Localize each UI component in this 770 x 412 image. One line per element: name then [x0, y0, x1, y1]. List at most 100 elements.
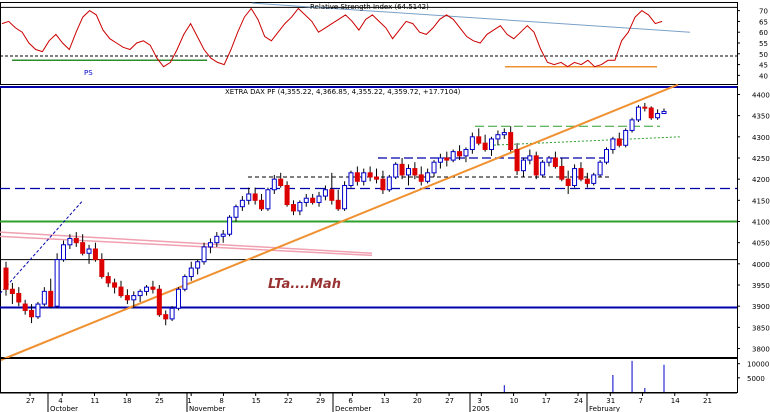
candle-down: [482, 142, 488, 151]
x-tick-label: 27: [26, 397, 35, 405]
candle-down: [399, 163, 405, 176]
price-tick-label: 4400: [752, 91, 770, 99]
rsi-trend-line: [251, 2, 691, 33]
candle-up: [489, 138, 495, 151]
candle-down: [648, 107, 654, 119]
x-tick-label: 20: [413, 397, 422, 405]
candle-up: [520, 159, 526, 172]
x-tick-label: 24: [574, 397, 583, 405]
candle-up: [239, 199, 245, 208]
candle-up: [316, 195, 322, 203]
candle-down: [290, 204, 296, 212]
candle-down: [278, 178, 284, 187]
candle-down: [9, 288, 15, 294]
candle-up: [405, 168, 411, 176]
volume-tick-label: 10000: [747, 361, 769, 369]
candle-down: [329, 189, 335, 201]
x-tick-label: 10: [510, 397, 519, 405]
candle-up: [431, 161, 437, 174]
candle-down: [118, 286, 124, 297]
candle-up: [220, 233, 226, 237]
candle-up: [463, 149, 469, 157]
candle-up: [60, 244, 66, 261]
price-tick-label: 4350: [752, 113, 770, 121]
x-tick-label: 27: [445, 397, 454, 405]
rsi-tick-label: 55: [759, 40, 768, 48]
candle-up: [629, 119, 635, 131]
candle-up: [450, 151, 456, 161]
candle-down: [150, 286, 156, 290]
price-tick-label: 3850: [752, 324, 770, 332]
ps-label: PS: [84, 69, 93, 77]
pink-channel-lower: [0, 235, 373, 257]
candle-down: [584, 178, 590, 184]
candle-up: [41, 290, 47, 305]
candle-down: [533, 155, 539, 176]
candle-down: [552, 157, 558, 167]
x-tick-label: 13: [381, 397, 390, 405]
candle-up: [393, 163, 399, 178]
rsi-tick-label: 70: [759, 8, 768, 16]
month-label: December: [335, 405, 371, 412]
x-tick-label: 31: [606, 397, 615, 405]
candle-up: [297, 201, 303, 212]
candle-up: [469, 136, 475, 151]
candle-down: [73, 237, 79, 244]
candle-down: [92, 248, 98, 261]
candle-up: [303, 197, 309, 203]
candle-up: [386, 176, 392, 191]
candle-up: [342, 185, 348, 210]
candle-down: [112, 282, 118, 288]
price-tick-label: 4100: [752, 219, 770, 227]
candle-up: [207, 242, 213, 248]
month-label: 2005: [472, 405, 490, 412]
candle-up: [322, 189, 328, 197]
candle-down: [22, 303, 28, 311]
candle-down: [476, 136, 482, 144]
rsi-title: Relative Strength Index (64.5142): [310, 3, 429, 11]
candle-down: [616, 138, 622, 146]
rsi-tick-label: 45: [759, 62, 768, 70]
candle-down: [252, 193, 258, 201]
candle-down: [3, 267, 9, 290]
candle-down: [99, 259, 105, 278]
candle-up: [655, 113, 661, 119]
price-tick-label: 4200: [752, 176, 770, 184]
x-tick-label: 11: [90, 397, 99, 405]
candle-up: [182, 276, 188, 290]
candle-up: [86, 248, 92, 254]
x-tick-label: 3: [477, 397, 481, 405]
candle-down: [444, 157, 450, 161]
candle-up: [195, 261, 201, 269]
candle-up: [591, 174, 597, 184]
candle-up: [175, 288, 181, 309]
candle-up: [348, 172, 354, 187]
price-tick-label: 3900: [752, 303, 770, 311]
candle-down: [508, 132, 514, 151]
x-axis: 27 4 11 18 25 1 8 15 22 29 6 13 20 27 3 10 17 24 31 7 14 21Oc…: [0, 392, 737, 412]
month-label: February: [589, 405, 620, 412]
x-tick-label: 14: [671, 397, 680, 405]
candle-up: [214, 235, 220, 244]
candle-up: [610, 138, 616, 151]
x-tick-label: 1: [187, 397, 191, 405]
candle-up: [572, 168, 578, 187]
x-tick-label: 17: [542, 397, 551, 405]
candle-down: [559, 165, 565, 180]
candle-up: [233, 206, 239, 218]
candle-down: [374, 176, 380, 180]
candle-down: [80, 242, 86, 254]
candle-up: [425, 172, 431, 182]
candle-up: [188, 267, 194, 278]
candle-up: [137, 290, 143, 297]
candle-down: [259, 199, 265, 210]
price-panel: 3800 3850 3900 3950 4000 4050 4100 4150 4200 4250…: [0, 83, 770, 362]
rsi-tick-label: 50: [759, 51, 768, 59]
candle-up: [527, 155, 533, 161]
candle-down: [156, 288, 162, 316]
x-tick-label: 18: [123, 397, 132, 405]
candle-down: [354, 172, 360, 182]
candle-down: [335, 199, 341, 210]
candle-down: [565, 178, 571, 187]
candle-up: [265, 189, 271, 210]
